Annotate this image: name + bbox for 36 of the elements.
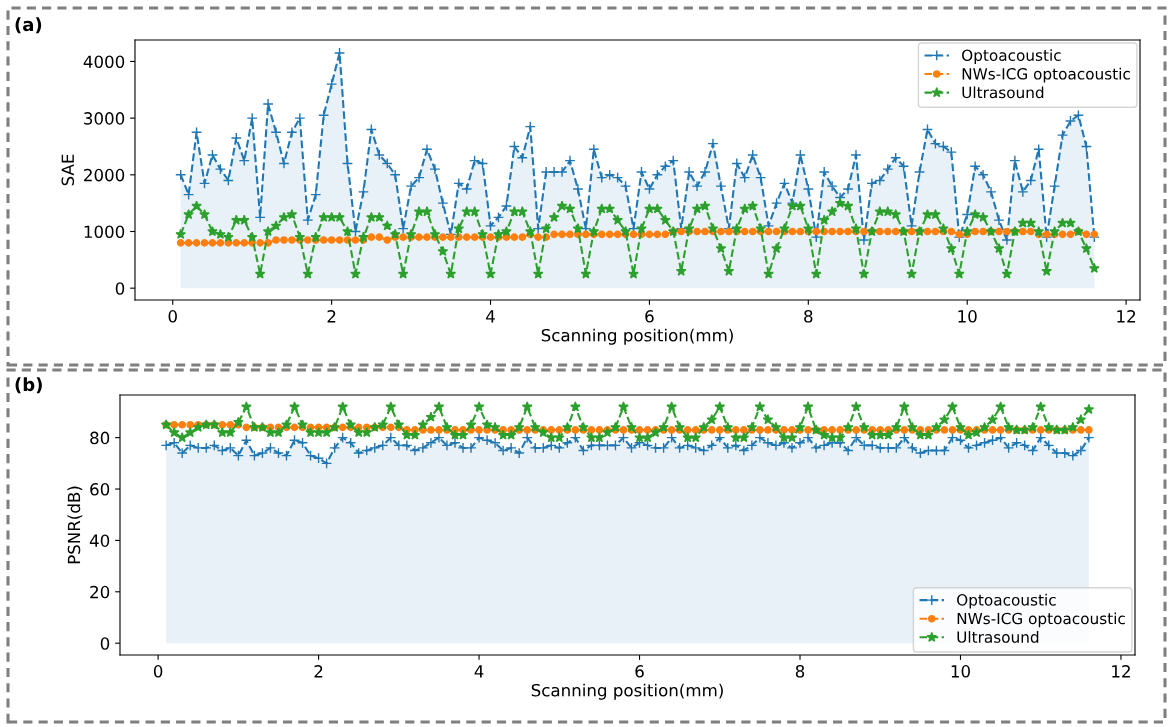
x-axis-title: Scanning position(mm)	[531, 683, 723, 700]
y-axis-title: PSNR(dB)	[67, 486, 83, 564]
legend-label: NWs-ICG optoacoustic	[962, 67, 1130, 83]
legend-label: Ultrasound	[957, 631, 1039, 643]
legend-label: Optoacoustic	[962, 49, 1061, 64]
text: (b)	[15, 377, 42, 394]
y-tick-label: 80	[90, 431, 110, 445]
y-tick-label: 60	[90, 482, 110, 496]
legend-label: NWs-ICG optoacoustic	[957, 612, 1125, 628]
x-tick-label: 12	[1117, 310, 1136, 323]
x-tick-label: 4	[486, 310, 495, 323]
y-tick-label: 4000	[83, 55, 125, 69]
y-tick-label: 0	[115, 282, 125, 295]
x-tick-label: 10	[951, 665, 970, 678]
x-tick-label: 2	[314, 665, 323, 678]
x-tick-label: 0	[153, 665, 163, 678]
y-tick-label: 0	[100, 637, 110, 650]
legend-label: Ultrasound	[962, 86, 1044, 99]
x-axis-title: Scanning position(mm)	[541, 328, 733, 345]
y-tick-label: 40	[89, 534, 110, 547]
x-tick-label: 12	[1112, 665, 1130, 678]
x-tick-label: 0	[168, 310, 177, 323]
text: (a)	[15, 17, 42, 34]
x-tick-label: 8	[795, 665, 805, 678]
x-tick-label: 4	[474, 665, 484, 678]
x-tick-label: 10	[958, 310, 977, 323]
x-tick-label: 2	[327, 310, 336, 323]
y-tick-label: 2000	[84, 168, 125, 182]
x-tick-label: 8	[804, 310, 813, 323]
y-tick-label: 20	[90, 585, 110, 599]
legend-label: Optoacoustic	[957, 593, 1056, 609]
x-tick-label: 6	[635, 665, 644, 678]
y-tick-label: 1000	[84, 225, 125, 239]
y-tick-label: 3000	[84, 112, 125, 125]
x-tick-label: 6	[645, 310, 654, 323]
y-axis-title: SAE	[61, 154, 75, 186]
